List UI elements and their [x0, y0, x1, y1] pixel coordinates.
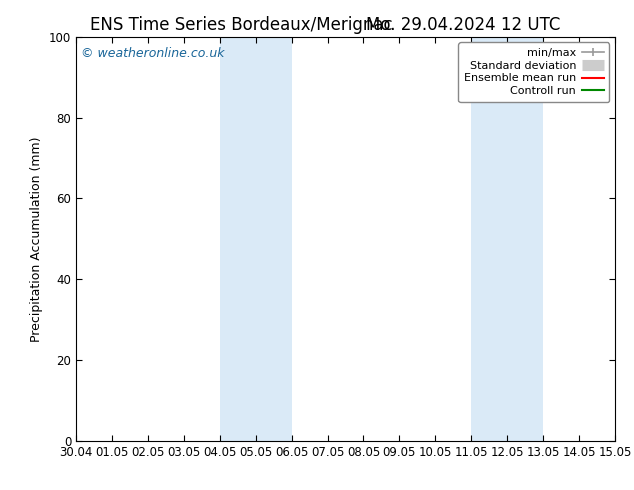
Bar	[220, 37, 256, 441]
Text: Mo. 29.04.2024 12 UTC: Mo. 29.04.2024 12 UTC	[366, 16, 560, 34]
Text: © weatheronline.co.uk: © weatheronline.co.uk	[81, 47, 225, 60]
Bar	[507, 37, 543, 441]
Text: ENS Time Series Bordeaux/Merignac: ENS Time Series Bordeaux/Merignac	[89, 16, 392, 34]
Legend: min/max, Standard deviation, Ensemble mean run, Controll run: min/max, Standard deviation, Ensemble me…	[458, 42, 609, 102]
Y-axis label: Precipitation Accumulation (mm): Precipitation Accumulation (mm)	[30, 136, 43, 342]
Bar	[471, 37, 507, 441]
Bar	[256, 37, 292, 441]
